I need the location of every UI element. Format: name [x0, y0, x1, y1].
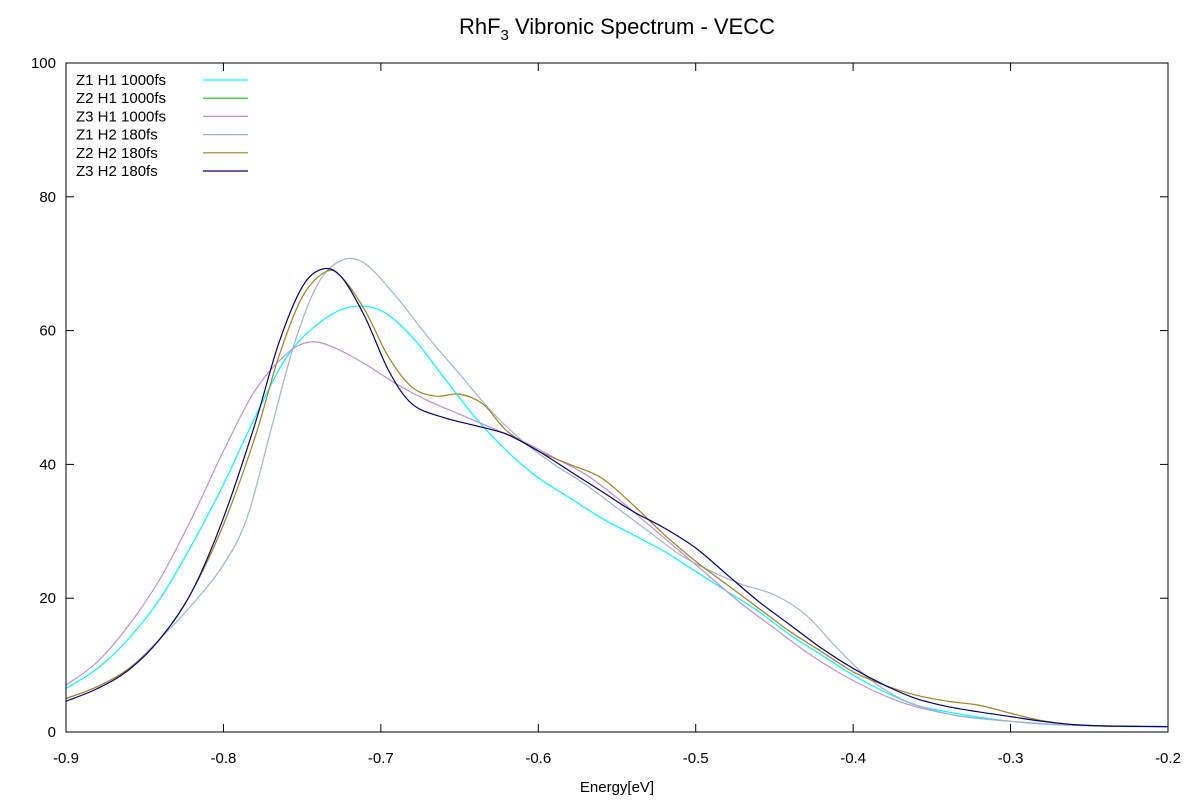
x-axis-label: Energy[eV] — [580, 779, 654, 796]
series-line-z3-h2-180fs — [65, 267, 1169, 728]
legend-label-z1-h2-180fs: Z1 H2 180fs — [76, 127, 158, 144]
legend-label-z3-h1-1000fs: Z3 H1 1000fs — [76, 108, 166, 125]
x-tick-label: -0.8 — [210, 750, 236, 767]
x-tick-label: -0.5 — [683, 750, 709, 767]
legend-label-z1-h1-1000fs: Z1 H1 1000fs — [76, 72, 166, 89]
chart-title-main: RhF — [459, 14, 501, 39]
x-tick-label: -0.7 — [368, 750, 394, 767]
x-tick-label: -0.4 — [840, 750, 866, 767]
series-line-z1-h1-1000fs — [65, 305, 1169, 728]
x-tick-label: -0.9 — [53, 750, 79, 767]
y-tick-label: 60 — [39, 323, 56, 340]
series-layer — [65, 257, 1169, 728]
legend-label-z3-h2-180fs: Z3 H2 180fs — [76, 163, 158, 180]
y-tick-label: 20 — [39, 590, 56, 607]
y-tick-label: 40 — [39, 456, 56, 473]
series-line-z3-h1-1000fs — [65, 341, 1169, 728]
legend-label-z2-h2-180fs: Z2 H2 180fs — [76, 145, 158, 162]
ticks-layer: -0.9 -0.8 -0.7 -0.6 -0.5 -0.4 -0.3 -0.2 0 20 40 60 8… — [31, 55, 1181, 767]
plot-frame — [65, 62, 1169, 733]
y-tick-label: 100 — [31, 55, 56, 72]
y-tick-label: 0 — [48, 724, 56, 741]
x-tick-label: -0.6 — [525, 750, 551, 767]
chart-title-subscript: 3 — [501, 27, 509, 44]
x-tick-label: -0.2 — [1155, 750, 1181, 767]
legend-label-z2-h1-1000fs: Z2 H1 1000fs — [76, 90, 166, 107]
chart-title: RhF3 Vibronic Spectrum - VECC — [459, 14, 775, 44]
y-tick-label: 80 — [39, 189, 56, 206]
chart-title-rest: Vibronic Spectrum - VECC — [509, 14, 775, 39]
x-tick-label: -0.3 — [998, 750, 1024, 767]
series-line-z1-h2-180fs — [65, 257, 1169, 728]
